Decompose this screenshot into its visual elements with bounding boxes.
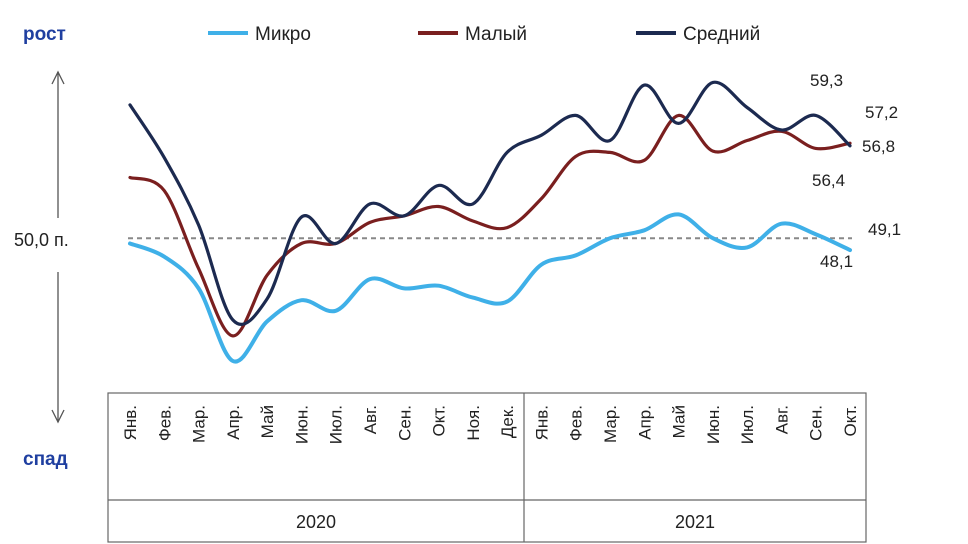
series-line-small xyxy=(128,113,852,338)
x-axis xyxy=(107,392,867,543)
x-axis-frame xyxy=(107,392,867,543)
legend: Микро Малый Средний xyxy=(208,24,760,45)
x-tick-label: Окт. xyxy=(430,405,449,436)
legend-label-small: Малый xyxy=(465,24,527,45)
label-medium-oct: 59,3 xyxy=(810,71,843,90)
x-tick-label: Ноя. xyxy=(464,405,483,441)
x-tick-label: Апр. xyxy=(635,405,654,440)
year-layer: 2020 2021 xyxy=(296,512,715,532)
x-tick-label: Мар. xyxy=(601,405,620,443)
x-tick-label: Сен. xyxy=(395,405,414,441)
x-tick-label: Май xyxy=(670,405,689,438)
x-tick-label: Сен. xyxy=(807,405,826,441)
x-tick-label: Май xyxy=(258,405,277,438)
label-micro-oct: 49,1 xyxy=(868,220,901,239)
x-tick-label: Авг. xyxy=(772,405,791,434)
series-line-micro xyxy=(128,212,852,364)
x-tick-label: Июн. xyxy=(704,405,723,444)
label-micro-sep: 48,1 xyxy=(820,252,853,271)
x-tick-label: Мар. xyxy=(190,405,209,443)
label-small-oct: 57,2 xyxy=(865,103,898,122)
legend-label-micro: Микро xyxy=(255,24,311,45)
x-tick-label: Фев. xyxy=(155,405,174,441)
year-label-2020: 2020 xyxy=(296,512,336,532)
x-tick-label: Июл. xyxy=(738,405,757,444)
series-line-medium xyxy=(128,80,852,326)
direction-arrow xyxy=(51,70,65,424)
series-layer xyxy=(128,80,852,364)
x-tick-label: Окт. xyxy=(841,405,860,436)
year-label-2021: 2021 xyxy=(675,512,715,532)
label-small-sep: 56,4 xyxy=(812,171,845,190)
x-tick-label: Апр. xyxy=(224,405,243,440)
label-small-oct-2: 56,8 xyxy=(862,137,895,156)
x-tick-label: Июн. xyxy=(292,405,311,444)
x-tick-label: Янв. xyxy=(121,405,140,440)
x-tick-label: Фев. xyxy=(567,405,586,441)
growth-label: рост xyxy=(23,24,66,45)
x-tick-label: Дек. xyxy=(498,405,517,438)
x-tick-label: Янв. xyxy=(532,405,551,440)
tick-layer: Янв. Фев. Мар. Апр. Май Июн. Июл. Авг. Сен. Окт. Н… xyxy=(121,405,860,444)
data-labels: 59,3 57,2 56,8 56,4 49,1 48,1 xyxy=(810,71,901,271)
x-tick-label: Авг. xyxy=(361,405,380,434)
decline-label: спад xyxy=(23,449,68,470)
x-tick-label: Июл. xyxy=(327,405,346,444)
legend-label-medium: Средний xyxy=(683,24,760,45)
baseline-value-label: 50,0 п. xyxy=(14,230,69,250)
